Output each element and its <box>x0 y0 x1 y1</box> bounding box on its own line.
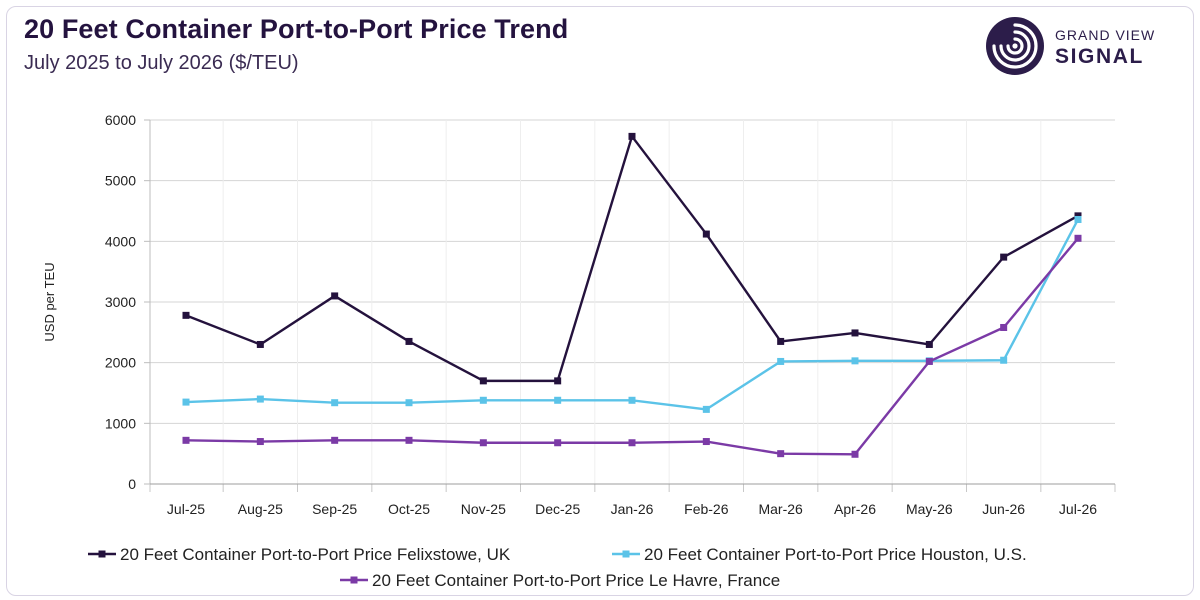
data-point <box>628 439 636 447</box>
series-line-2 <box>185 237 1079 456</box>
y-tick-label: 5000 <box>105 173 136 189</box>
y-axis-title: USD per TEU <box>42 262 57 341</box>
chart-title: 20 Feet Container Port-to-Port Price Tre… <box>24 14 569 44</box>
legend-label: 20 Feet Container Port-to-Port Price Hou… <box>644 545 1027 564</box>
data-point <box>1000 356 1008 364</box>
y-tick-label: 4000 <box>105 233 136 249</box>
data-point <box>405 337 413 345</box>
data-point <box>925 340 933 348</box>
data-point <box>1074 212 1082 220</box>
data-point <box>479 439 487 447</box>
data-point <box>256 340 264 348</box>
data-point <box>1074 215 1082 223</box>
data-point <box>1074 234 1082 242</box>
x-tick-label: Nov-25 <box>461 501 506 517</box>
data-point <box>1000 323 1008 331</box>
x-tick-label: Feb-26 <box>684 501 729 517</box>
data-point <box>554 396 562 404</box>
y-tick-label: 6000 <box>105 112 136 128</box>
x-tick-label: Jul-26 <box>1059 501 1097 517</box>
x-tick-label: Oct-25 <box>388 501 430 517</box>
series-line-1 <box>185 218 1080 411</box>
legend-swatch-marker <box>350 576 358 584</box>
x-tick-label: Mar-26 <box>758 501 803 517</box>
data-point <box>851 357 859 365</box>
data-point <box>628 396 636 404</box>
legend-swatch-marker <box>622 550 630 558</box>
data-point <box>256 395 264 403</box>
data-point <box>554 377 562 385</box>
x-tick-label: Apr-26 <box>834 501 876 517</box>
logo-text-grand-view: GRAND VIEW <box>1055 27 1156 43</box>
x-tick-label: Jan-26 <box>611 501 654 517</box>
signal-swirl-icon <box>986 17 1044 75</box>
data-point <box>777 337 785 345</box>
legend-swatch-marker <box>98 550 106 558</box>
data-point <box>851 450 859 458</box>
x-tick-label: Jul-25 <box>167 501 205 517</box>
data-point <box>777 357 785 365</box>
data-point <box>182 436 190 444</box>
data-point <box>479 396 487 404</box>
data-point <box>256 438 264 446</box>
data-point <box>777 450 785 458</box>
data-point <box>331 399 339 407</box>
x-tick-label: May-26 <box>906 501 953 517</box>
legend-label: 20 Feet Container Port-to-Port Price Le … <box>372 571 780 590</box>
data-point <box>405 399 413 407</box>
series-line-0 <box>185 135 1079 383</box>
data-point <box>182 311 190 319</box>
brand-logo: GRAND VIEW SIGNAL <box>985 16 1185 76</box>
x-tick-label: Aug-25 <box>238 501 283 517</box>
y-tick-label: 1000 <box>105 415 136 431</box>
x-tick-label: Dec-25 <box>535 501 580 517</box>
chart-subtitle: July 2025 to July 2026 ($/TEU) <box>24 52 299 74</box>
y-tick-label: 2000 <box>105 355 136 371</box>
data-point <box>628 132 636 140</box>
data-point <box>702 230 710 238</box>
x-tick-label: Jun-26 <box>982 501 1025 517</box>
chart-card <box>6 6 1194 596</box>
data-point <box>702 438 710 446</box>
data-point <box>331 436 339 444</box>
data-point <box>182 398 190 406</box>
legend-label: 20 Feet Container Port-to-Port Price Fel… <box>120 545 511 564</box>
logo-text-signal: SIGNAL <box>1055 45 1144 68</box>
data-point <box>1000 253 1008 261</box>
y-tick-label: 3000 <box>105 294 136 310</box>
data-point <box>331 292 339 300</box>
data-point <box>554 439 562 447</box>
y-tick-label: 0 <box>128 476 136 492</box>
data-point <box>702 405 710 413</box>
data-point <box>479 377 487 385</box>
data-point <box>851 329 859 337</box>
data-point <box>925 357 933 365</box>
x-tick-label: Sep-25 <box>312 501 357 517</box>
data-point <box>405 436 413 444</box>
